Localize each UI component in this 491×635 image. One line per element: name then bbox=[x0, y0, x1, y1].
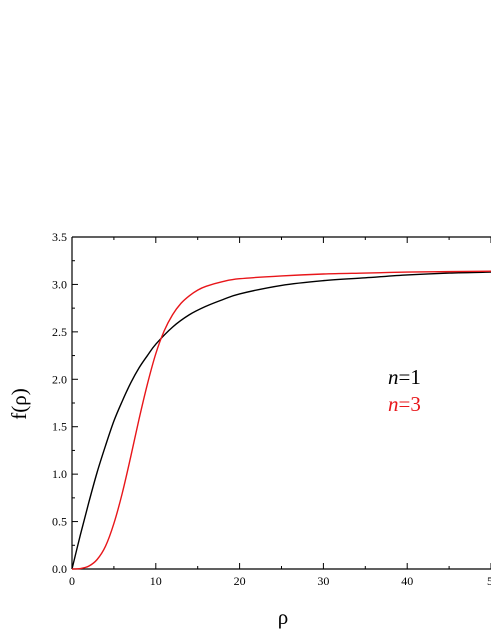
legend-n3-value: =3 bbox=[399, 392, 421, 416]
legend-entry-n1: n=1 bbox=[388, 365, 421, 389]
x-tick-label: 20 bbox=[234, 574, 246, 588]
legend-n3-variable: n bbox=[388, 392, 399, 416]
y-tick-label: 3.0 bbox=[52, 277, 67, 291]
x-tick-label: 0 bbox=[69, 574, 75, 588]
y-tick-label: 3.5 bbox=[52, 230, 67, 244]
series-line-n1 bbox=[71, 271, 491, 570]
plot-frame bbox=[71, 236, 491, 570]
y-tick-label: 2.5 bbox=[52, 325, 67, 339]
x-axis-ticks: 0 10 20 30 40 5 bbox=[69, 237, 491, 588]
series-layer bbox=[71, 270, 491, 570]
y-axis-title: f(ρ) bbox=[7, 388, 31, 419]
y-tick-label: 2.0 bbox=[52, 372, 67, 386]
x-axis-title: ρ bbox=[278, 605, 288, 629]
legend-entry-n3: n=3 bbox=[388, 392, 421, 416]
y-tick-label: 0.0 bbox=[52, 562, 67, 576]
y-axis-ticks: 0.0 0.5 1.0 1.5 2.0 2.5 3.0 3.5 bbox=[52, 230, 78, 576]
x-tick-label: 5 bbox=[487, 574, 491, 588]
series-line-n3 bbox=[71, 270, 491, 570]
legend: n=1 n=3 bbox=[388, 365, 421, 416]
y-tick-label: 1.5 bbox=[52, 420, 67, 434]
y-tick-label: 0.5 bbox=[52, 515, 67, 529]
x-tick-label: 40 bbox=[401, 574, 413, 588]
x-tick-label: 10 bbox=[150, 574, 162, 588]
y-tick-label: 1.0 bbox=[52, 467, 67, 481]
legend-n1-variable: n bbox=[388, 365, 399, 389]
legend-n1-value: =1 bbox=[399, 365, 421, 389]
x-tick-label: 30 bbox=[317, 574, 329, 588]
